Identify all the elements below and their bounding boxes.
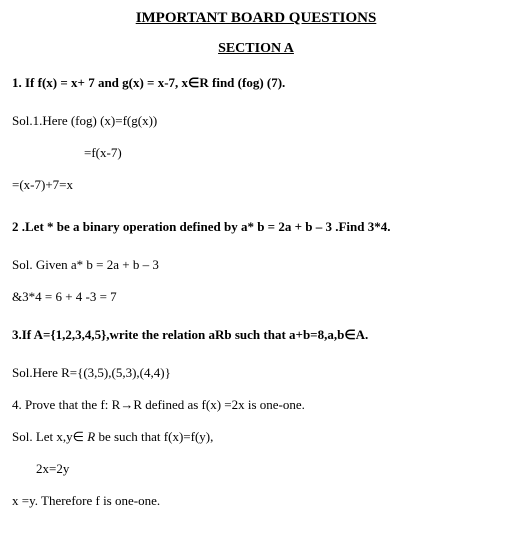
q4-sol-text-b: R — [87, 429, 95, 444]
q1-solution-line3: =(x-7)+7=x — [12, 177, 500, 193]
q4-solution-line3: x =y. Therefore f is one-one. — [12, 493, 500, 509]
section-heading: SECTION A — [12, 41, 500, 57]
page-title: IMPORTANT BOARD QUESTIONS — [12, 10, 500, 27]
q4-sol-text-c: be such that f(x)=f(y), — [95, 429, 213, 444]
q2-solution-line1: Sol. Given a* b = 2a + b – 3 — [12, 257, 500, 273]
question-2: 2 .Let * be a binary operation defined b… — [12, 219, 500, 235]
q2-solution-line2: &3*4 = 6 + 4 -3 = 7 — [12, 289, 500, 305]
q1-solution-line1: Sol.1.Here (fog) (x)=f(g(x)) — [12, 113, 500, 129]
q4-sol-text-a: Sol. Let x,y∈ — [12, 429, 87, 444]
question-4: 4. Prove that the f: R→R defined as f(x)… — [12, 397, 500, 413]
spacer — [12, 209, 500, 219]
q3-solution-line1: Sol.Here R={(3,5),(5,3),(4,4)} — [12, 365, 500, 381]
q4-solution-line2: 2x=2y — [12, 461, 500, 477]
document-page: IMPORTANT BOARD QUESTIONS SECTION A 1. I… — [0, 0, 512, 545]
question-1: 1. If f(x) = x+ 7 and g(x) = x-7, x∈R fi… — [12, 75, 500, 91]
q1-solution-line2: =f(x-7) — [12, 145, 500, 161]
q4-solution-line1: Sol. Let x,y∈ R be such that f(x)=f(y), — [12, 429, 500, 445]
question-3: 3.If A={1,2,3,4,5},write the relation aR… — [12, 327, 500, 343]
